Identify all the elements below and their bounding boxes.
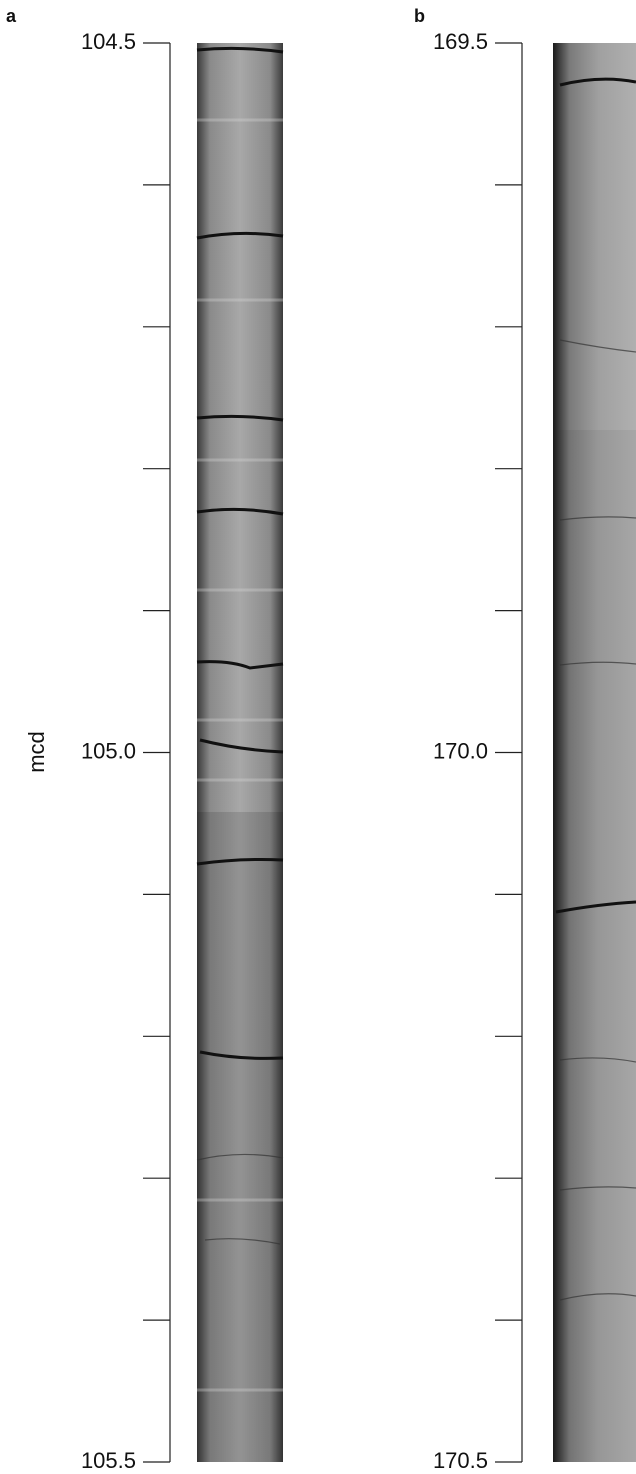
y-tick-label: 169.5 [433, 29, 488, 54]
y-tick-label: 105.5 [81, 1448, 136, 1473]
core-image-b [553, 43, 636, 1462]
y-axis-label: mcd [24, 731, 49, 773]
y-tick-label: 170.0 [433, 738, 488, 763]
panel-label: b [414, 6, 425, 26]
y-tick-label: 105.0 [81, 738, 136, 763]
core-image-a [196, 43, 284, 1462]
panel-label: a [6, 6, 17, 26]
y-tick-label: 104.5 [81, 29, 136, 54]
y-tick-label: 170.5 [433, 1448, 488, 1473]
